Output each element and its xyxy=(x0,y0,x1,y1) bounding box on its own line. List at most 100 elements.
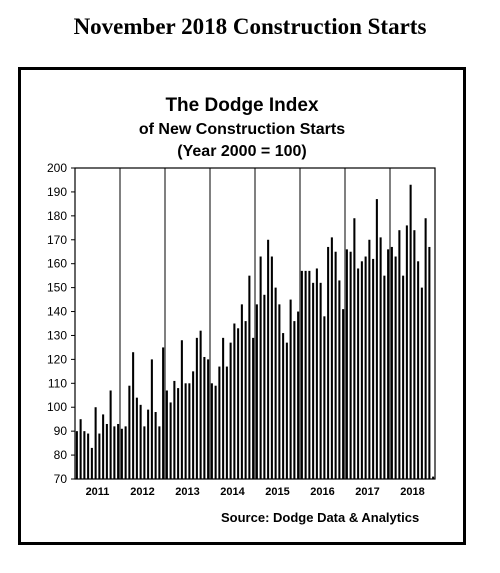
bar xyxy=(285,342,288,479)
x-year-labels: 2011 2012 2013 2014 2015 2016 2017 2018 xyxy=(86,486,425,498)
bar xyxy=(203,356,206,479)
bar xyxy=(248,275,251,479)
bar xyxy=(83,431,86,479)
bar xyxy=(409,184,412,479)
bar xyxy=(225,366,228,479)
bar xyxy=(360,261,363,479)
bar xyxy=(139,404,142,479)
bar xyxy=(75,431,78,479)
bar xyxy=(297,311,300,479)
bar xyxy=(195,337,198,479)
y-tick-label: 80 xyxy=(54,448,68,462)
y-tick-label: 130 xyxy=(47,328,67,342)
y-tick-label: 90 xyxy=(54,424,68,438)
bar xyxy=(413,230,416,479)
bar xyxy=(334,251,337,479)
x-year-label: 2013 xyxy=(175,486,199,498)
bar xyxy=(147,409,150,479)
bar xyxy=(323,316,326,479)
bar xyxy=(330,237,333,479)
x-year-label: 2017 xyxy=(355,486,379,498)
bar xyxy=(173,380,176,479)
y-tick-label: 70 xyxy=(54,472,68,486)
bars xyxy=(75,184,435,479)
x-year-label: 2014 xyxy=(220,486,245,498)
bar xyxy=(289,299,292,479)
bar xyxy=(267,239,270,479)
bar xyxy=(308,270,311,479)
y-tick-label: 120 xyxy=(47,352,67,366)
bar xyxy=(327,246,330,479)
bar xyxy=(405,225,408,479)
bar xyxy=(113,426,116,479)
bar xyxy=(87,433,90,479)
bar xyxy=(368,239,371,479)
bar xyxy=(180,340,183,479)
chart-base-note: (Year 2000 = 100) xyxy=(177,143,307,160)
y-tick-label: 180 xyxy=(47,209,67,223)
bar xyxy=(210,383,213,479)
bar xyxy=(162,347,165,479)
bar xyxy=(417,261,420,479)
bar xyxy=(398,230,401,479)
bar xyxy=(349,251,352,479)
bar xyxy=(255,304,258,479)
x-year-label: 2018 xyxy=(400,486,424,498)
bar xyxy=(154,412,157,479)
bar xyxy=(282,333,285,479)
bar xyxy=(158,426,161,479)
plot-border xyxy=(74,167,436,480)
bar xyxy=(304,270,307,479)
bar xyxy=(128,385,131,479)
bar xyxy=(177,388,180,479)
bar xyxy=(338,280,341,479)
bar xyxy=(300,270,303,479)
bar xyxy=(319,282,322,479)
bar xyxy=(390,246,393,479)
bar xyxy=(214,385,217,479)
y-tick-label: 160 xyxy=(47,257,67,271)
bar xyxy=(124,426,127,479)
bar xyxy=(379,237,382,479)
bar xyxy=(424,218,427,479)
bar xyxy=(244,321,247,479)
bar xyxy=(135,397,138,479)
bar xyxy=(102,414,105,479)
bar xyxy=(237,328,240,479)
bar xyxy=(120,428,123,479)
bar xyxy=(402,275,405,479)
bar xyxy=(293,321,296,479)
x-year-label: 2016 xyxy=(310,486,334,498)
y-tick-label: 200 xyxy=(47,161,67,175)
bar xyxy=(233,323,236,479)
y-tick-label: 170 xyxy=(47,233,67,247)
bar xyxy=(98,433,101,479)
bar xyxy=(375,199,378,479)
bar xyxy=(229,342,232,479)
bar xyxy=(169,402,172,479)
y-tick-label: 100 xyxy=(47,400,67,414)
bar xyxy=(270,256,273,479)
bar xyxy=(165,390,168,479)
bar xyxy=(312,282,315,479)
source-note: Source: Dodge Data & Analytics xyxy=(221,510,420,525)
chart-frame: The Dodge Index of New Construction Star… xyxy=(18,67,466,545)
bar xyxy=(372,258,375,479)
bar xyxy=(240,304,243,479)
y-tick-label: 190 xyxy=(47,185,67,199)
bar xyxy=(428,246,431,479)
bar xyxy=(394,256,397,479)
x-year-label: 2012 xyxy=(130,486,154,498)
bar xyxy=(143,426,146,479)
bar xyxy=(188,383,191,479)
bar xyxy=(345,249,348,479)
bar xyxy=(199,330,202,479)
bar-chart: 708090100110120130140150160170180190200 … xyxy=(47,161,436,498)
bar xyxy=(207,359,210,479)
bar xyxy=(274,287,277,479)
bar xyxy=(278,304,281,479)
chart-title: The Dodge Index xyxy=(165,95,319,116)
bar xyxy=(432,476,435,479)
bar xyxy=(364,256,367,479)
bar xyxy=(357,268,360,479)
